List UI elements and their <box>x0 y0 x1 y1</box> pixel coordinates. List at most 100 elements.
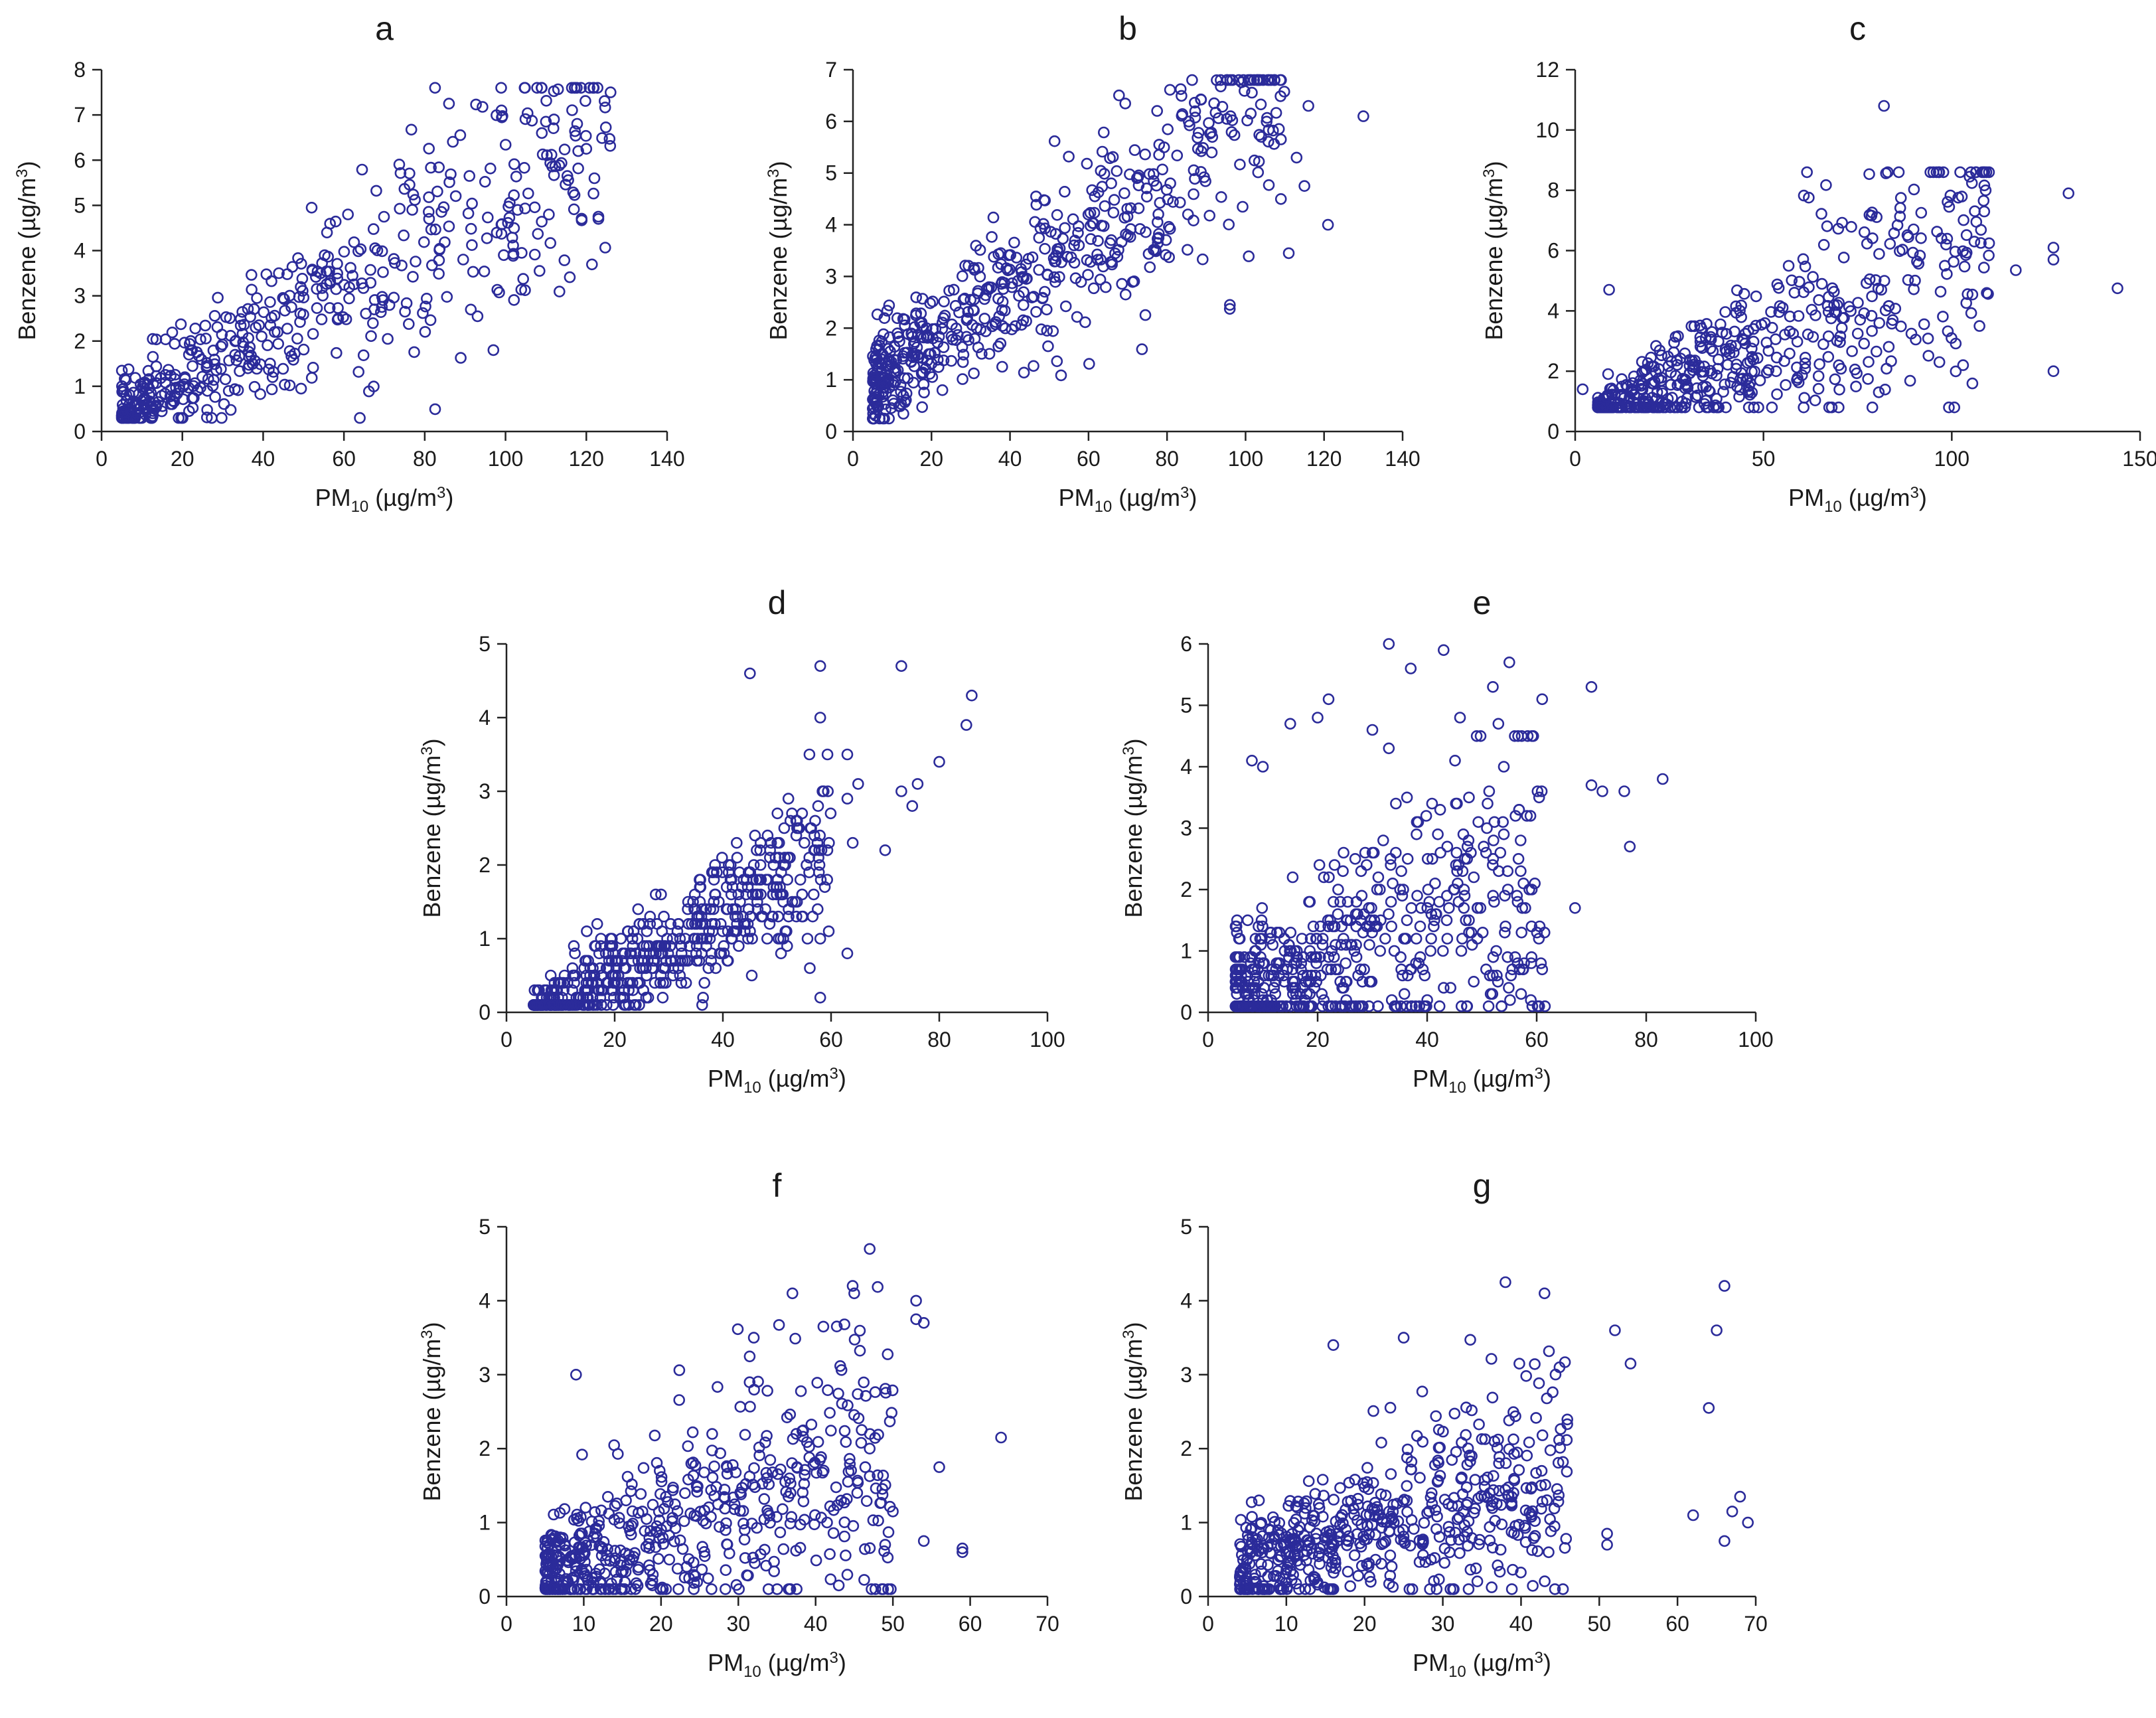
data-point <box>762 1583 775 1595</box>
data-point <box>626 1478 638 1490</box>
data-point <box>916 401 928 414</box>
data-point <box>1863 356 1875 368</box>
data-point <box>1512 853 1525 865</box>
data-point <box>749 829 761 842</box>
data-point <box>796 888 809 901</box>
data-point <box>266 383 278 396</box>
data-point <box>402 318 415 330</box>
data-point <box>937 312 949 325</box>
data-point <box>1915 232 1927 244</box>
data-point <box>1873 386 1885 398</box>
data-point <box>983 281 995 293</box>
data-point <box>841 947 854 959</box>
data-point <box>1306 1547 1318 1560</box>
data-point <box>1487 859 1499 871</box>
data-point <box>1255 914 1268 927</box>
data-point <box>1241 1554 1253 1567</box>
data-point <box>323 266 335 277</box>
data-point <box>449 190 462 202</box>
data-point <box>601 962 613 975</box>
data-point <box>1243 250 1255 262</box>
data-point <box>1153 139 1166 151</box>
data-point <box>1095 254 1107 266</box>
data-point <box>732 888 745 901</box>
data-point <box>1401 914 1413 927</box>
data-point <box>1263 1000 1275 1012</box>
data-point <box>1118 212 1130 224</box>
data-point <box>1720 401 1732 414</box>
data-point <box>1041 303 1053 316</box>
data-point <box>1257 761 1269 773</box>
data-point <box>423 212 435 225</box>
data-point <box>595 1583 607 1595</box>
data-point <box>1421 853 1434 865</box>
data-point <box>424 314 437 327</box>
scatter-points-b <box>867 74 1369 425</box>
data-point <box>1521 730 1534 742</box>
data-point <box>744 866 756 878</box>
data-point <box>1300 976 1312 988</box>
data-point <box>807 910 819 923</box>
data-point <box>1491 969 1503 982</box>
data-point <box>1908 183 1920 196</box>
data-point <box>844 1458 856 1470</box>
data-point <box>1954 166 1966 179</box>
data-point <box>263 363 275 376</box>
data-point <box>1490 945 1502 957</box>
data-point <box>1480 963 1492 976</box>
data-point <box>177 380 190 392</box>
data-point <box>767 888 779 901</box>
data-point <box>1833 401 1845 414</box>
data-point <box>1273 969 1285 982</box>
data-point <box>1374 945 1386 957</box>
data-point <box>1079 316 1091 329</box>
data-point <box>367 223 380 235</box>
x-axis-label-f: PM10 (µg/m3) <box>708 1649 846 1681</box>
data-point <box>842 1399 854 1411</box>
data-point <box>1176 110 1188 122</box>
data-point <box>777 933 789 945</box>
data-point <box>1719 1280 1731 1292</box>
data-point <box>1711 1324 1723 1336</box>
data-point <box>508 294 520 306</box>
data-point <box>281 323 293 335</box>
data-point <box>1464 1449 1476 1462</box>
data-point <box>608 1514 621 1525</box>
data-point <box>465 222 477 235</box>
data-point <box>1742 401 1755 414</box>
data-point <box>1212 112 1225 124</box>
data-point <box>743 1350 756 1363</box>
data-point <box>747 874 759 886</box>
data-point <box>1241 914 1254 927</box>
data-point <box>311 266 324 277</box>
data-point <box>666 933 679 945</box>
data-point <box>1300 1555 1312 1567</box>
data-point <box>1978 205 1991 218</box>
data-point <box>822 1384 834 1396</box>
data-point <box>825 1425 837 1437</box>
data-point <box>1441 840 1454 853</box>
data-point <box>747 1332 760 1344</box>
data-point <box>364 277 377 289</box>
data-point <box>547 122 560 134</box>
data-point <box>774 1526 787 1539</box>
data-point <box>996 304 1008 316</box>
data-point <box>1119 98 1131 110</box>
data-point <box>1520 1370 1532 1382</box>
data-point <box>1440 914 1453 927</box>
data-point <box>741 918 754 930</box>
data-point <box>1549 1368 1562 1381</box>
data-point <box>558 143 571 155</box>
data-point <box>1515 988 1527 1000</box>
data-point <box>730 903 742 915</box>
data-point <box>1073 220 1085 232</box>
data-point <box>1148 168 1160 181</box>
data-point <box>528 984 541 996</box>
data-point <box>1505 1583 1518 1595</box>
data-point <box>814 1454 826 1466</box>
data-point <box>1332 963 1344 976</box>
data-point <box>775 1463 787 1476</box>
data-point <box>809 844 821 856</box>
scatter-points-f <box>539 1243 1007 1595</box>
data-point <box>651 1456 663 1469</box>
